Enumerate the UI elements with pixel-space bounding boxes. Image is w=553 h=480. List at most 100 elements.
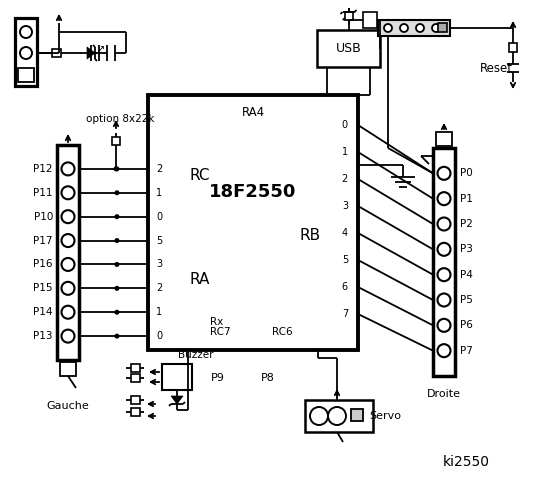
- Text: P1: P1: [460, 193, 473, 204]
- Text: 2: 2: [156, 283, 162, 293]
- Text: 1: 1: [342, 147, 348, 157]
- Text: P2: P2: [460, 219, 473, 229]
- Circle shape: [437, 319, 451, 332]
- Text: 6: 6: [342, 282, 348, 292]
- Circle shape: [61, 258, 75, 271]
- Text: Reset: Reset: [480, 61, 513, 74]
- Text: P17: P17: [34, 236, 53, 246]
- Bar: [438, 23, 447, 32]
- Text: 7: 7: [342, 309, 348, 319]
- Text: 1: 1: [156, 307, 162, 317]
- Circle shape: [61, 306, 75, 319]
- Bar: [162, 364, 192, 390]
- Bar: [363, 12, 377, 28]
- Text: 1: 1: [156, 188, 162, 198]
- Circle shape: [400, 24, 408, 32]
- Text: 2: 2: [342, 174, 348, 184]
- Circle shape: [61, 162, 75, 175]
- Circle shape: [61, 186, 75, 199]
- Circle shape: [61, 234, 75, 247]
- Text: option 8x22k: option 8x22k: [86, 114, 154, 124]
- Text: P9: P9: [211, 373, 225, 383]
- Text: 0: 0: [156, 331, 162, 341]
- Circle shape: [20, 26, 32, 38]
- Text: P4: P4: [460, 270, 473, 280]
- Text: RC: RC: [190, 168, 210, 182]
- Circle shape: [114, 238, 119, 243]
- Text: P6: P6: [460, 320, 473, 330]
- Circle shape: [114, 286, 119, 291]
- Text: 5: 5: [342, 255, 348, 265]
- Text: 3: 3: [156, 260, 162, 269]
- Text: RA4: RA4: [242, 107, 264, 120]
- Text: RC6: RC6: [273, 327, 293, 337]
- Text: P16: P16: [34, 260, 53, 269]
- Text: 0: 0: [342, 120, 348, 130]
- Bar: [15, 18, 37, 86]
- Polygon shape: [87, 47, 95, 59]
- Bar: [436, 132, 452, 146]
- Text: 3: 3: [342, 201, 348, 211]
- Text: P14: P14: [34, 307, 53, 317]
- Circle shape: [328, 407, 346, 425]
- Text: 0: 0: [156, 212, 162, 222]
- Bar: [18, 68, 34, 82]
- Text: P11: P11: [34, 188, 53, 198]
- Polygon shape: [171, 396, 183, 404]
- Circle shape: [114, 190, 119, 195]
- Circle shape: [432, 24, 440, 32]
- Circle shape: [416, 24, 424, 32]
- Bar: [131, 364, 139, 372]
- Circle shape: [114, 334, 119, 338]
- Circle shape: [114, 310, 119, 315]
- Bar: [317, 30, 380, 67]
- Circle shape: [310, 407, 328, 425]
- Bar: [148, 95, 358, 350]
- Text: ↗: ↗: [97, 44, 105, 54]
- Circle shape: [61, 282, 75, 295]
- Text: ki2550: ki2550: [443, 455, 490, 469]
- Text: Servo: Servo: [369, 411, 401, 421]
- Circle shape: [114, 167, 119, 171]
- Polygon shape: [342, 12, 354, 20]
- Circle shape: [437, 217, 451, 230]
- Bar: [433, 148, 455, 376]
- Bar: [378, 20, 450, 36]
- Circle shape: [61, 330, 75, 343]
- Text: P7: P7: [460, 346, 473, 356]
- Text: RB: RB: [299, 228, 321, 243]
- Bar: [509, 43, 517, 51]
- Text: 4: 4: [342, 228, 348, 238]
- Circle shape: [384, 24, 392, 32]
- Text: 2: 2: [156, 164, 162, 174]
- Text: Droite: Droite: [427, 389, 461, 399]
- Circle shape: [20, 47, 32, 59]
- Circle shape: [437, 344, 451, 357]
- Circle shape: [437, 293, 451, 307]
- Text: P5: P5: [460, 295, 473, 305]
- Bar: [60, 362, 76, 376]
- Text: 18F2550: 18F2550: [210, 183, 297, 201]
- Circle shape: [437, 243, 451, 256]
- Circle shape: [61, 210, 75, 223]
- Circle shape: [437, 167, 451, 180]
- Circle shape: [437, 192, 451, 205]
- Bar: [345, 12, 352, 20]
- Bar: [131, 408, 139, 416]
- Text: RC7: RC7: [210, 327, 231, 337]
- Bar: [351, 409, 363, 421]
- Bar: [57, 145, 79, 360]
- Circle shape: [114, 262, 119, 267]
- Text: Gauche: Gauche: [46, 401, 90, 411]
- Bar: [305, 400, 373, 432]
- Text: P12: P12: [34, 164, 53, 174]
- Text: 5: 5: [156, 236, 162, 246]
- Bar: [131, 396, 139, 404]
- Text: Rx: Rx: [210, 317, 223, 327]
- Circle shape: [114, 214, 119, 219]
- Text: P10: P10: [34, 212, 53, 222]
- Text: RA: RA: [190, 273, 210, 288]
- Text: P0: P0: [460, 168, 473, 179]
- Circle shape: [113, 167, 118, 171]
- Text: P15: P15: [34, 283, 53, 293]
